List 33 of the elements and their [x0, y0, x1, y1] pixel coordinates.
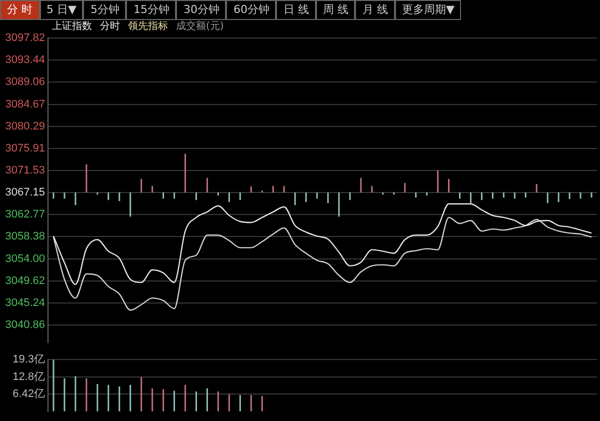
- y-tick-label: 3089.06: [5, 76, 45, 88]
- text: 成交额(元): [176, 21, 224, 33]
- y-tick-label: 19.3亿: [12, 354, 45, 366]
- y-tick-label: 3058.38: [5, 230, 45, 243]
- text: 月 线: [355, 0, 395, 20]
- text: 分时: [100, 21, 120, 33]
- y-tick-label: 3040.86: [5, 319, 45, 331]
- y-tick-label: 3062.77: [5, 208, 45, 221]
- text: 领先指标: [128, 21, 168, 33]
- y-tick-label: 3075.91: [5, 142, 45, 154]
- text: 15分钟: [126, 0, 176, 20]
- text: 5 日▼: [40, 0, 84, 20]
- y-tick-label: 3067.15: [5, 186, 45, 199]
- y-tick-label: 3049.62: [5, 274, 45, 287]
- text: 5分钟: [83, 0, 126, 20]
- text: 日 线: [276, 0, 316, 20]
- line-series: [52, 203, 592, 286]
- text: 更多周期▼: [394, 0, 462, 20]
- y-tick-label: 6.42亿: [12, 388, 45, 400]
- y-tick-label: 3084.67: [5, 98, 45, 110]
- line-series: [52, 216, 592, 311]
- y-tick-label: 3080.29: [5, 120, 45, 132]
- y-tick-label: 3093.44: [5, 54, 45, 66]
- text: 60分钟: [226, 0, 276, 20]
- text: 上证指数: [52, 21, 92, 33]
- y-tick-label: 3045.24: [5, 296, 45, 309]
- y-tick-label: 12.8亿: [12, 371, 45, 384]
- text: 分 时: [0, 0, 40, 20]
- y-tick-label: 3097.82: [5, 32, 45, 44]
- text: 周 线: [316, 0, 356, 20]
- text: 30分钟: [176, 0, 226, 20]
- y-tick-label: 3071.53: [5, 164, 45, 176]
- y-tick-label: 3054.00: [5, 252, 45, 265]
